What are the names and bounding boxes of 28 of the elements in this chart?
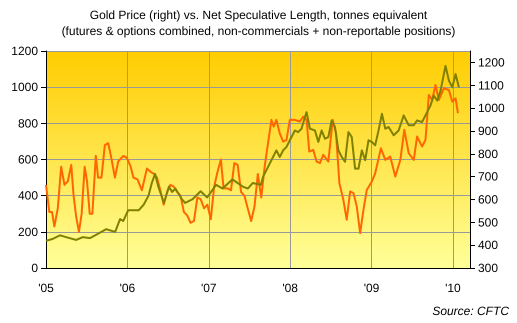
line-series (45, 84, 459, 234)
y2-tick-label: 700 (478, 170, 498, 184)
x-tick-label: '05 (38, 281, 54, 295)
x-tick-label: '06 (120, 281, 136, 295)
chart-title: Gold Price (right) vs. Net Speculative Length, tonnes equivalent (90, 8, 428, 22)
y-tick-label: 800 (18, 116, 38, 130)
line-series (45, 64, 460, 242)
y-tick-label: 1200 (11, 44, 38, 58)
y-tick-label: 400 (18, 188, 38, 203)
y2-tick-label: 400 (478, 238, 498, 252)
y-tick-label: 600 (18, 152, 38, 166)
y2-tick-label: 900 (478, 124, 498, 138)
y2-tick-label: 1200 (478, 55, 506, 70)
y2-tick-label: 1000 (478, 101, 506, 116)
source-note: Source: CFTC (432, 304, 510, 318)
y2-tick-label: 600 (478, 192, 498, 206)
x-tick-label: '09 (364, 281, 380, 295)
x-tick-label: '10 (445, 281, 462, 295)
y-tick-label: 1000 (11, 80, 38, 94)
chart-subtitle: (futures & options combined, non-commercials + non-reportable positions) (62, 24, 456, 38)
y2-tick-label: 1100 (478, 78, 504, 92)
y-tick-label: 0 (31, 261, 38, 275)
x-tick-label: '07 (200, 281, 217, 295)
y2-tick-label: 300 (478, 261, 498, 275)
y2-tick-label: 800 (478, 146, 498, 161)
x-tick-label: '08 (282, 281, 298, 295)
y-tick-label: 200 (18, 224, 38, 239)
y2-tick-label: 500 (478, 215, 498, 230)
